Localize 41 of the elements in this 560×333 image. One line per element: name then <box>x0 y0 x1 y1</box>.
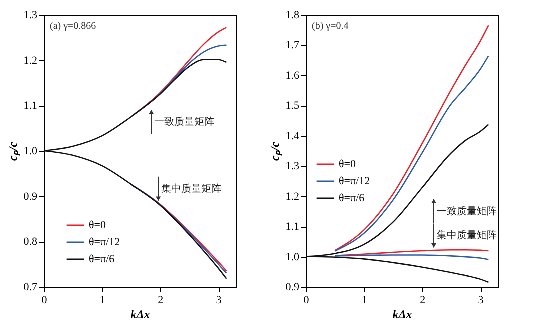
x-tick-label: 3 <box>216 294 222 306</box>
y-tick-label: 1.7 <box>286 40 300 52</box>
legend-label: θ=π/6 <box>89 254 116 266</box>
x-axis-title: kΔx <box>392 308 412 322</box>
legend-label: θ=π/12 <box>339 176 370 188</box>
y-tick-label: 1.4 <box>286 130 300 142</box>
x-tick-label: 2 <box>420 294 426 306</box>
legend-label: θ=π/12 <box>89 236 120 248</box>
y-tick-label: 0.9 <box>24 190 38 203</box>
x-axis-title: kΔx <box>130 308 150 322</box>
y-tick-label: 1.6 <box>286 70 300 82</box>
legend-label: θ=0 <box>89 220 106 232</box>
x-tick-label: 1 <box>100 294 106 306</box>
y-tick-label: 0.8 <box>24 236 38 248</box>
y-tick-label: 1.1 <box>286 221 300 234</box>
y-axis-title: cₚ/c <box>6 141 21 161</box>
y-tick-label: 1.1 <box>24 100 38 112</box>
x-tick-label: 0 <box>304 294 310 306</box>
y-tick-label: 1.2 <box>286 190 300 203</box>
y-tick-label: 0.7 <box>24 282 38 294</box>
y-tick-label: 1.0 <box>24 146 38 158</box>
annotation: 一致质量矩阵 <box>437 205 497 218</box>
y-tick-label: 1.3 <box>24 10 38 22</box>
annotation: 集中质量矩阵 <box>162 182 222 195</box>
text: (b) γ=0.4 <box>312 21 349 32</box>
x-tick-label: 0 <box>42 294 48 306</box>
annotation: 集中质量矩阵 <box>437 230 497 242</box>
y-axis-title: cₚ/c <box>268 141 283 161</box>
legend-label: θ=π/6 <box>339 192 366 204</box>
legend-label: θ=0 <box>339 158 356 170</box>
x-tick-label: 1 <box>362 294 368 306</box>
y-tick-label: 1.2 <box>24 54 38 67</box>
annotation: 一致质量矩阵 <box>154 116 215 128</box>
x-tick-label: 3 <box>478 294 484 306</box>
y-tick-label: 0.9 <box>286 282 300 294</box>
y-tick-label: 1.3 <box>286 160 300 173</box>
y-tick-label: 1.0 <box>286 251 300 264</box>
y-tick-label: 1.5 <box>286 100 300 112</box>
text: (a) γ=0.866 <box>50 21 96 32</box>
x-tick-label: 2 <box>158 294 164 306</box>
y-tick-label: 1.8 <box>286 10 300 22</box>
